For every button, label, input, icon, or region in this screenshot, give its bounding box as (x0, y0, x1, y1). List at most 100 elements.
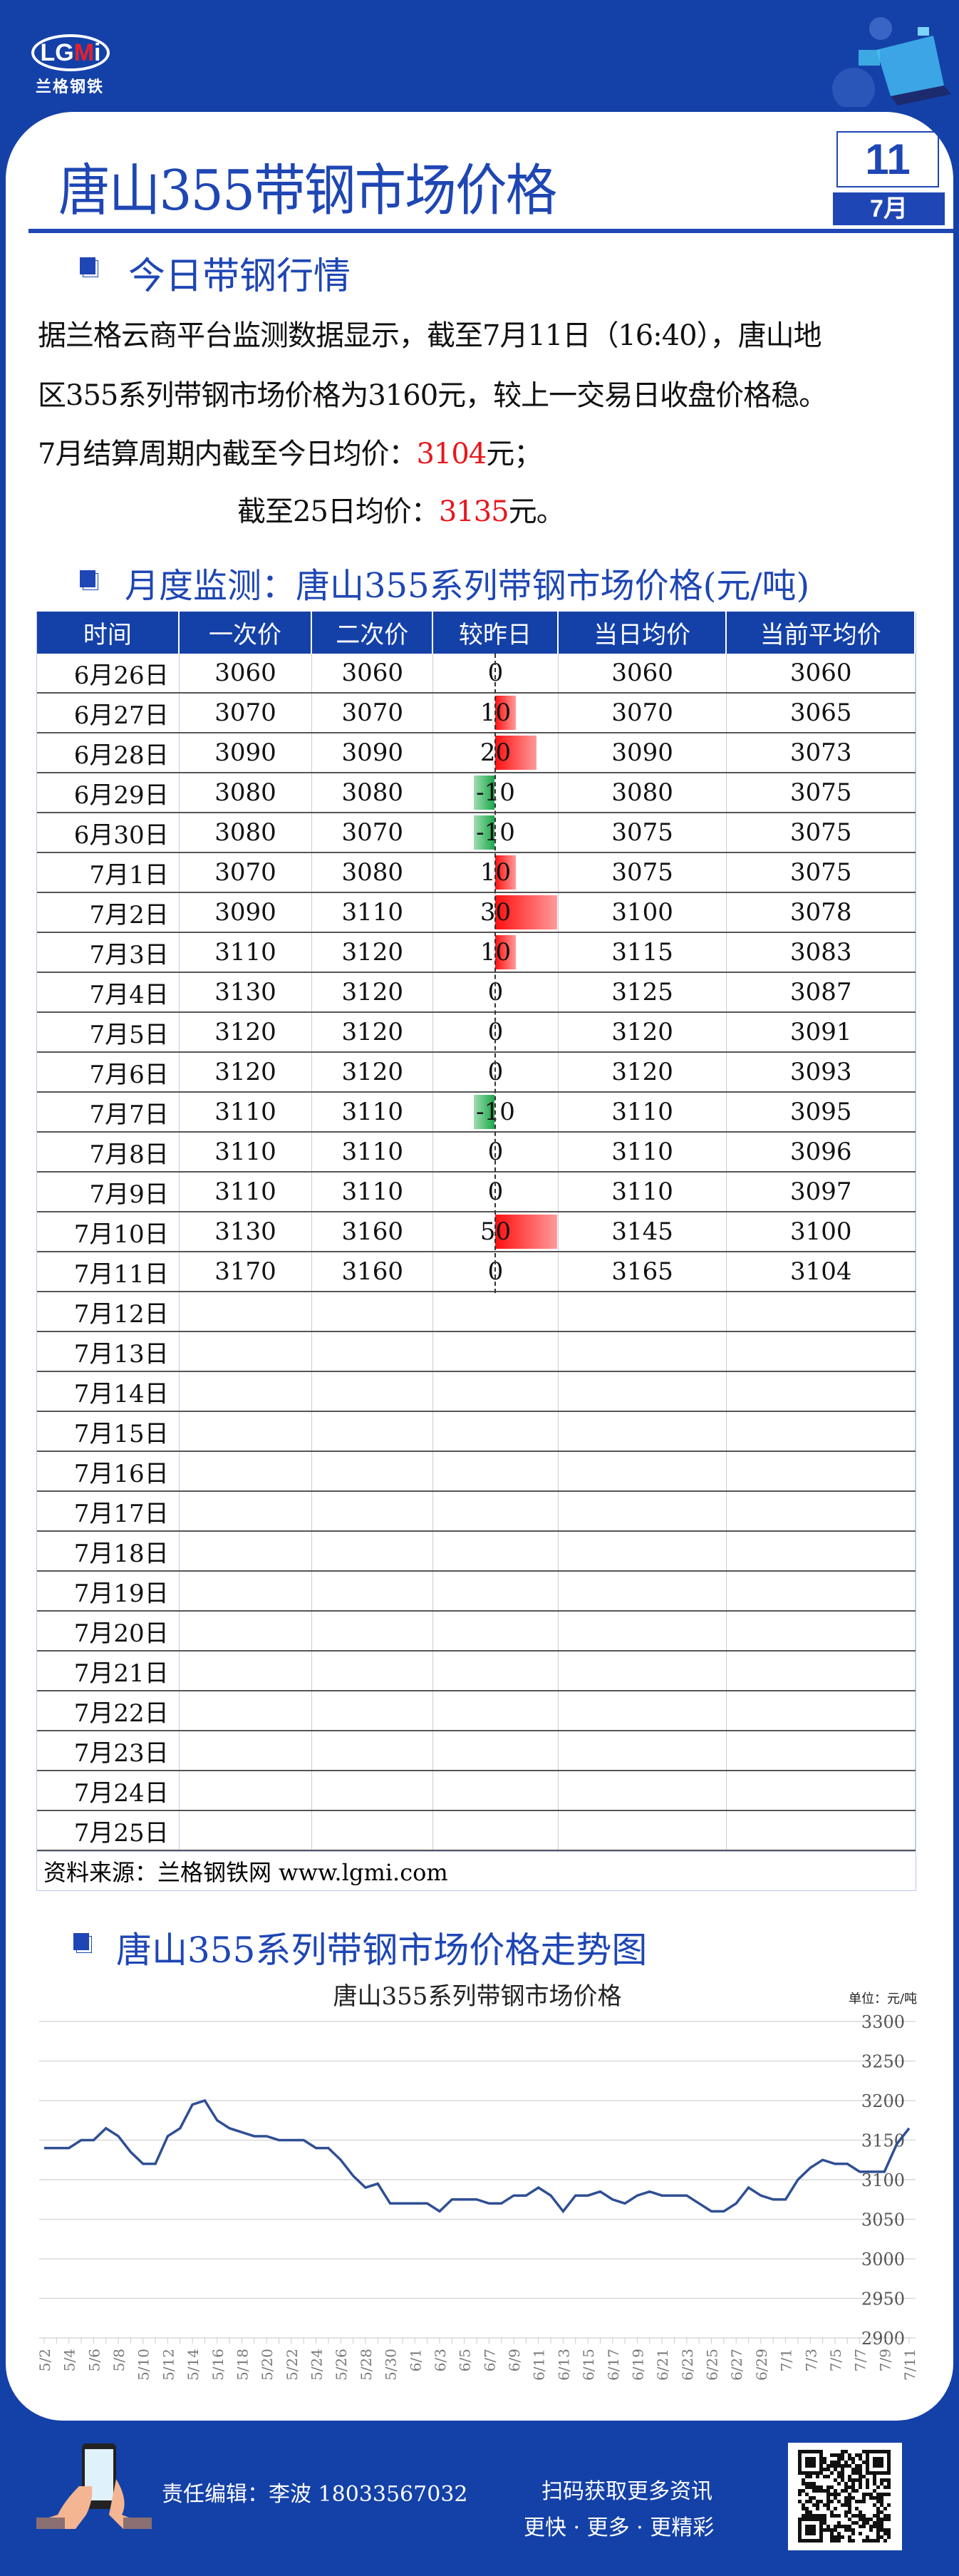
qr-code-icon[interactable] (788, 2443, 902, 2550)
running-average-cell: 3073 (727, 733, 916, 772)
table-row: 7月24日 (37, 1771, 916, 1811)
content-card (6, 112, 953, 2421)
x-tick-label: 5/8 (110, 2349, 128, 2371)
first-price-cell: 3120 (180, 1013, 313, 1051)
daily-average-cell: 3165 (559, 1252, 727, 1291)
second-price-cell: 3090 (312, 733, 434, 772)
x-tick-label: 5/26 (333, 2349, 350, 2381)
second-price-cell: 3120 (312, 933, 434, 972)
first-price-cell (180, 1731, 313, 1770)
first-price-cell (180, 1492, 313, 1530)
running-average-cell (727, 1811, 916, 1850)
price-line (44, 2098, 911, 2214)
y-tick-label: 3050 (861, 2210, 905, 2230)
first-price-cell (180, 1372, 313, 1411)
first-price-cell (180, 1292, 313, 1331)
x-tick-label: 7/5 (827, 2349, 844, 2371)
change-cell (433, 1572, 559, 1610)
first-price-cell: 3130 (180, 973, 313, 1011)
running-average-cell (727, 1492, 916, 1530)
second-price-cell (312, 1292, 434, 1331)
change-cell (433, 1652, 559, 1690)
daily-average-cell: 3120 (559, 1053, 727, 1091)
first-price-cell: 3080 (180, 813, 313, 852)
scan-prompt: 扫码获取更多资讯 (541, 2479, 712, 2504)
daily-average-cell: 3125 (559, 973, 727, 1011)
second-price-cell (312, 1532, 434, 1570)
second-price-cell: 3110 (312, 893, 434, 932)
daily-average-cell: 3060 (559, 654, 727, 692)
daily-average-cell: 3120 (559, 1013, 727, 1051)
table-row: 6月27日 3070 3070 10 3070 3065 (37, 694, 916, 733)
date-cell: 7月18日 (37, 1532, 180, 1570)
first-price-cell: 3070 (180, 694, 313, 732)
y-tick-label: 3300 (861, 2012, 905, 2032)
page-title: 唐山355带钢市场价格 (58, 159, 557, 223)
table-row: 7月11日 3170 3160 0 3165 3104 (37, 1252, 916, 1292)
second-price-cell (312, 1332, 434, 1371)
date-cell: 7月1日 (37, 853, 180, 892)
price-table: 时间 一次价 二次价 较昨日 当日均价 当前平均价 6月26日 3060 3060 0 3060 3… (36, 612, 916, 1891)
lgmi-logo: LGMi 兰格钢铁 (28, 34, 114, 96)
x-tick-label: 6/23 (679, 2349, 696, 2381)
first-price-cell (180, 1452, 313, 1490)
running-average-cell (727, 1652, 916, 1690)
x-tick-label: 6/3 (432, 2349, 449, 2371)
table-row: 7月5日 3120 3120 0 3120 3091 (37, 1013, 916, 1053)
date-cell: 7月8日 (37, 1133, 180, 1171)
column-header: 较昨日 (433, 612, 559, 654)
date-cell: 7月16日 (37, 1452, 180, 1490)
decrease-bar (473, 776, 494, 810)
second-price-cell: 3070 (312, 694, 434, 732)
daily-average-cell (559, 1691, 727, 1730)
daily-average-cell (559, 1372, 727, 1411)
daily-average-cell: 3145 (559, 1212, 727, 1251)
month-average-value: 3104 (416, 438, 487, 470)
increase-bar (495, 696, 517, 730)
running-average-cell: 3096 (727, 1133, 916, 1171)
x-tick-label: 6/1 (407, 2349, 424, 2371)
change-cell (433, 1492, 559, 1530)
running-average-cell: 3097 (727, 1173, 916, 1211)
first-price-cell: 3110 (180, 1133, 313, 1171)
y-tick-label: 2900 (861, 2329, 905, 2349)
running-average-cell (727, 1452, 916, 1490)
second-price-cell (312, 1691, 434, 1730)
daily-average-cell (559, 1731, 727, 1770)
daily-average-cell (559, 1771, 727, 1810)
date-cell: 7月15日 (37, 1412, 180, 1451)
daily-average-cell: 3075 (559, 813, 727, 852)
column-header: 一次价 (180, 612, 313, 654)
first-price-cell (180, 1691, 313, 1730)
running-average-cell: 3075 (727, 813, 916, 852)
increase-bar (495, 895, 558, 929)
x-tick-label: 7/1 (778, 2349, 795, 2371)
y-tick-label: 3000 (861, 2250, 905, 2270)
x-tick-label: 6/29 (753, 2349, 770, 2381)
date-month: 7月 (833, 192, 945, 225)
daily-average-cell: 3110 (559, 1173, 727, 1211)
daily-average-cell (559, 1292, 727, 1331)
x-tick-label: 6/7 (481, 2349, 498, 2371)
label: 截至25日均价： (237, 495, 440, 528)
running-average-cell: 3104 (727, 1252, 916, 1291)
date-cell: 7月5日 (37, 1013, 180, 1051)
x-tick-label: 7/7 (852, 2349, 869, 2371)
change-axis-line (494, 654, 496, 1293)
first-price-cell (180, 1771, 313, 1810)
hand-phone-icon (36, 2443, 152, 2529)
first-price-cell: 3110 (180, 933, 313, 972)
x-tick-label: 5/30 (383, 2349, 400, 2381)
daily-average-cell (559, 1572, 727, 1610)
table-row: 6月28日 3090 3090 20 3090 3073 (37, 733, 916, 773)
first-price-cell: 3120 (180, 1053, 313, 1091)
chart-title: 唐山355系列带钢市场价格 (333, 1982, 622, 2011)
date-cell: 6月29日 (37, 773, 180, 812)
date-cell: 7月23日 (37, 1731, 180, 1770)
second-price-cell (312, 1412, 434, 1451)
date-cell: 7月14日 (37, 1372, 180, 1411)
table-row: 7月23日 (37, 1731, 916, 1771)
x-tick-label: 6/5 (457, 2349, 474, 2371)
daily-average-cell (559, 1811, 727, 1850)
change-cell (433, 1731, 559, 1770)
